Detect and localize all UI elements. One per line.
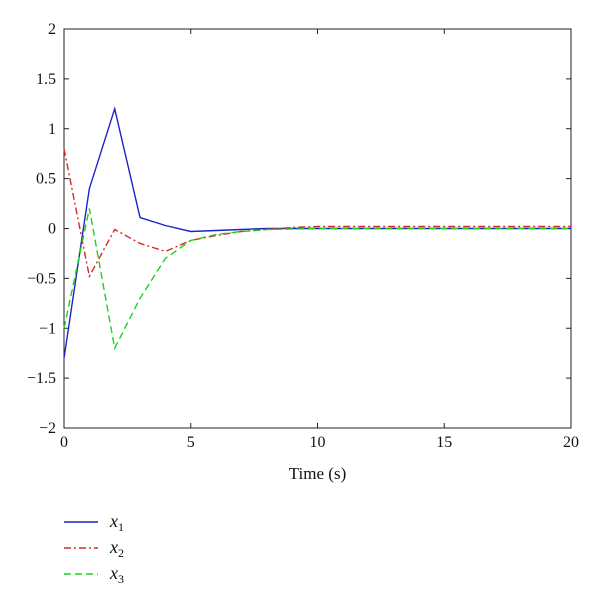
legend-symbol: x: [109, 537, 118, 557]
legend-label-x3: x3: [109, 563, 124, 586]
y-tick-label: 2: [48, 21, 56, 38]
legend-symbol: x: [109, 511, 118, 531]
y-tick-label: 0: [48, 221, 56, 238]
y-tick-label: −2: [39, 420, 56, 437]
y-tick-label: −1: [39, 320, 56, 337]
plot-area: [63, 28, 572, 429]
y-tick-label: −1.5: [27, 370, 56, 387]
legend-subscript: 1: [118, 520, 124, 534]
legend-subscript: 2: [118, 546, 124, 560]
axis-ticks: [63, 28, 572, 429]
y-tick-label: −0.5: [27, 270, 56, 287]
legend-label-x1: x1: [109, 511, 124, 534]
series-line-x3: [63, 208, 571, 351]
y-tick-label: 1: [48, 121, 56, 138]
x-tick-label: 5: [187, 434, 195, 451]
x-tick-label: 20: [563, 434, 579, 451]
x-tick-label: 10: [310, 434, 326, 451]
y-tick-label: 1.5: [36, 71, 56, 88]
legend-label-x2: x2: [109, 537, 124, 560]
x-axis-label: Time (s): [289, 464, 346, 483]
legend-symbol: x: [109, 563, 118, 583]
y-tick-label: 0.5: [36, 171, 56, 188]
legend-subscript: 3: [118, 572, 124, 586]
x-tick-label: 15: [436, 434, 452, 451]
x-tick-label: 0: [60, 434, 68, 451]
series-lines: [63, 106, 571, 359]
tick-labels: 0 5 10 15 20 −2 −1.5 −1 −0.5 0 0.5 1 1.5 2: [27, 21, 579, 451]
